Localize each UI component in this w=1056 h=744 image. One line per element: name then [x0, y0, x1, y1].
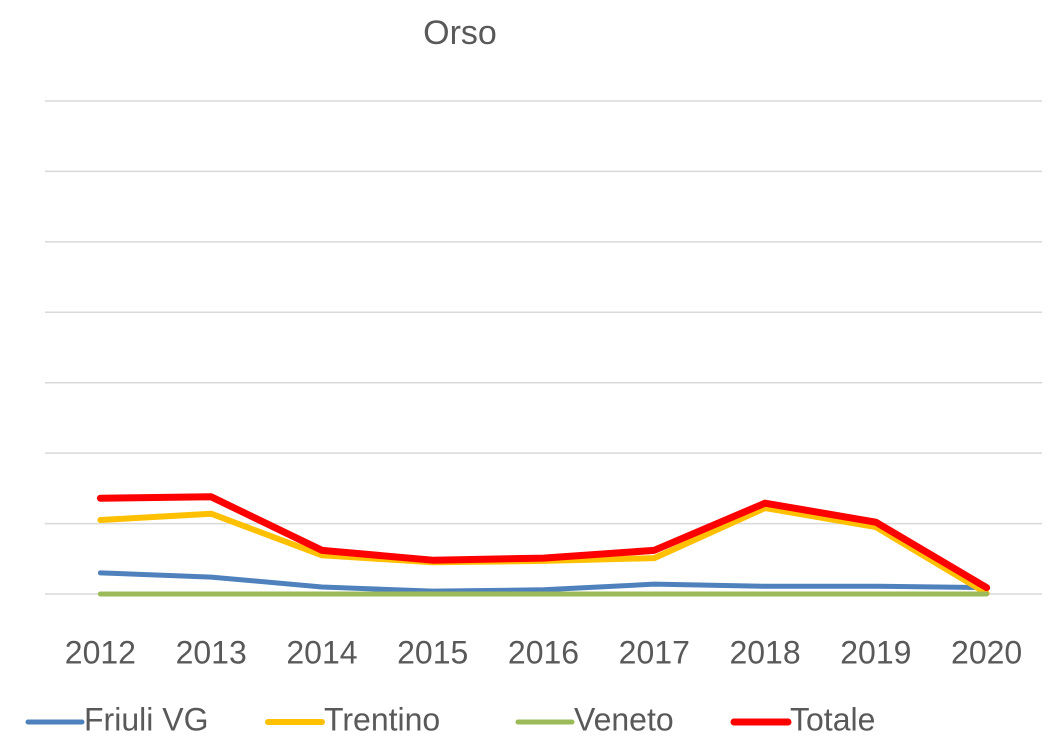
x-tick-label: 2015 [397, 634, 468, 670]
x-tick-label: 2017 [619, 634, 690, 670]
x-tick-label: 2013 [176, 634, 247, 670]
series-line [97, 570, 990, 594]
x-tick-label: 2016 [508, 634, 579, 670]
x-tick-label: 2018 [729, 634, 800, 670]
legend-label: Friuli VG [84, 701, 208, 737]
series-line [96, 493, 991, 592]
x-tick-label: 2020 [951, 634, 1022, 670]
x-tick-label: 2012 [65, 634, 136, 670]
x-tick-label: 2019 [840, 634, 911, 670]
legend-label: Trentino [324, 701, 440, 737]
x-tick-label: 2014 [286, 634, 357, 670]
legend-label: Veneto [574, 701, 674, 737]
legend-label: Totale [790, 701, 875, 737]
chart-title: Orso [423, 14, 497, 52]
